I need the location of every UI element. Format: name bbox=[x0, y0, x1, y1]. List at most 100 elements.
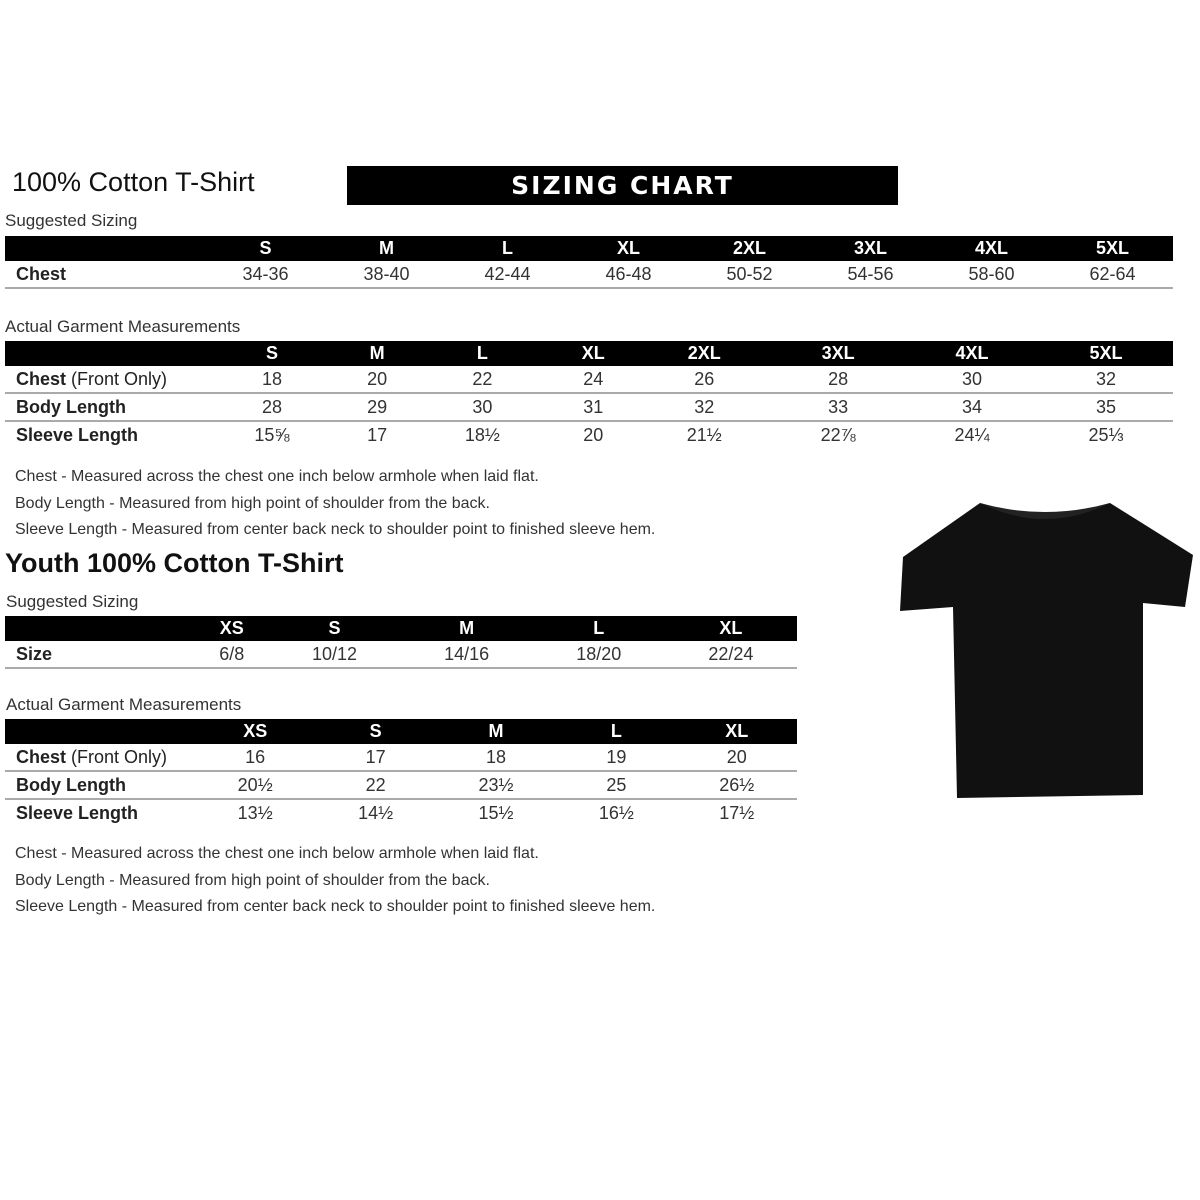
table-row: Body Length 20½ 22 23½ 25 26½ bbox=[5, 771, 797, 800]
adult-notes: Chest - Measured across the chest one in… bbox=[15, 464, 655, 544]
table-cell: 46-48 bbox=[568, 261, 689, 289]
row-label: Sleeve Length bbox=[16, 424, 139, 445]
size-header: XL bbox=[664, 616, 797, 641]
youth-suggested-table: XS S M L XL Size 6/8 10/12 14/16 18/20 22/24 bbox=[5, 616, 797, 669]
table-row: Chest (Front Only) 18 20 22 24 26 28 30 32 bbox=[5, 366, 1173, 394]
table-row: Sleeve Length 15⅝ 17 18½ 20 21½ 22⅞ 24¼ 25⅓ bbox=[5, 421, 1173, 448]
table-cell: 30 bbox=[905, 366, 1039, 394]
table-cell: 17½ bbox=[719, 802, 755, 823]
youth-actual-label: Actual Garment Measurements bbox=[6, 695, 242, 714]
header-row: XS S M L XL bbox=[5, 616, 797, 641]
table-cell: 16½ bbox=[598, 802, 634, 823]
table-cell: 15⅝ bbox=[254, 424, 290, 445]
size-header: XL bbox=[549, 341, 638, 366]
table-cell: 20 bbox=[338, 366, 416, 394]
size-header: S bbox=[205, 341, 339, 366]
table-cell: 62-64 bbox=[1052, 261, 1173, 289]
table-cell: 32 bbox=[1039, 366, 1173, 394]
row-label: Sleeve Length bbox=[16, 802, 139, 823]
table-cell: 14½ bbox=[358, 802, 394, 823]
table-cell: 54-56 bbox=[810, 261, 931, 289]
size-header: M bbox=[326, 236, 447, 261]
table-cell: 32 bbox=[637, 393, 772, 422]
table-row: Chest 34-36 38-40 42-44 46-48 50-52 54-56 58-6… bbox=[5, 261, 1173, 289]
row-label: Chest bbox=[5, 261, 205, 289]
size-header: 5XL bbox=[1052, 236, 1173, 261]
table-cell: 18 bbox=[205, 366, 339, 394]
table-cell: 22 bbox=[315, 771, 436, 800]
table-cell: 14/16 bbox=[400, 641, 533, 669]
table-cell: 20 bbox=[583, 424, 604, 445]
size-header: M bbox=[435, 719, 557, 744]
table-cell: 58-60 bbox=[931, 261, 1052, 289]
size-header: XL bbox=[676, 719, 797, 744]
note-sleeve-length: Sleeve Length - Measured from center bac… bbox=[15, 521, 656, 538]
table-cell: 22/24 bbox=[664, 641, 797, 669]
table-cell: 33 bbox=[771, 393, 906, 422]
table-cell: 6/8 bbox=[195, 641, 269, 669]
youth-title: Youth 100% Cotton T-Shirt bbox=[5, 548, 344, 578]
size-header: XL bbox=[568, 236, 689, 261]
sizing-chart-banner: SIZING CHART bbox=[347, 166, 898, 205]
size-header: L bbox=[415, 341, 550, 366]
note-body-length: Body Length - Measured from high point o… bbox=[15, 871, 490, 889]
row-label-note: (Front Only) bbox=[71, 368, 168, 389]
size-header: 2XL bbox=[689, 236, 810, 261]
table-cell: 28 bbox=[771, 366, 906, 394]
table-cell: 16 bbox=[195, 744, 316, 772]
table-cell: 18 bbox=[435, 744, 557, 772]
size-header: M bbox=[400, 616, 533, 641]
table-cell: 28 bbox=[205, 393, 339, 422]
table-cell: 15½ bbox=[478, 802, 514, 823]
table-cell: 24¼ bbox=[954, 424, 990, 445]
table-cell: 19 bbox=[556, 744, 677, 772]
size-header: M bbox=[338, 341, 416, 366]
size-header: XS bbox=[195, 719, 316, 744]
table-cell: 42-44 bbox=[447, 261, 568, 289]
size-header: S bbox=[268, 616, 401, 641]
table-row: Sleeve Length 13½ 14½ 15½ 16½ 17½ bbox=[5, 799, 797, 826]
table-cell: 24 bbox=[549, 366, 638, 394]
adult-suggested-label: Suggested Sizing bbox=[5, 211, 138, 230]
table-cell: 25 bbox=[556, 771, 677, 800]
note-chest: Chest - Measured across the chest one in… bbox=[15, 468, 539, 485]
header-row: XS S M L XL bbox=[5, 719, 797, 744]
youth-notes: Chest - Measured across the chest one in… bbox=[15, 841, 655, 921]
header-row: S M L XL 2XL 3XL 4XL 5XL bbox=[5, 341, 1173, 366]
adult-title: 100% Cotton T-Shirt bbox=[12, 167, 255, 197]
size-header: 4XL bbox=[905, 341, 1039, 366]
table-cell: 18½ bbox=[464, 424, 500, 445]
size-header: L bbox=[447, 236, 568, 261]
row-label-note: (Front Only) bbox=[71, 746, 168, 767]
table-cell: 20 bbox=[676, 744, 797, 772]
row-label: Chest (Front Only) bbox=[5, 744, 195, 772]
youth-actual-table: XS S M L XL Chest (Front Only) 16 17 18 19 20 Body … bbox=[5, 719, 797, 826]
table-row: Body Length 28 29 30 31 32 33 34 35 bbox=[5, 393, 1173, 422]
table-cell: 17 bbox=[367, 424, 388, 445]
black-tshirt-icon bbox=[900, 503, 1193, 798]
row-label: Chest (Front Only) bbox=[5, 366, 205, 394]
table-cell: 26 bbox=[637, 366, 772, 394]
table-cell: 30 bbox=[415, 393, 550, 422]
adult-suggested-table: S M L XL 2XL 3XL 4XL 5XL Chest 34-36 38-40 42-44 46… bbox=[5, 236, 1173, 289]
size-header: 2XL bbox=[637, 341, 772, 366]
table-cell: 17 bbox=[315, 744, 436, 772]
header-row: S M L XL 2XL 3XL 4XL 5XL bbox=[5, 236, 1173, 261]
table-cell: 20½ bbox=[195, 771, 316, 800]
row-label: Size bbox=[5, 641, 195, 669]
table-cell: 25⅓ bbox=[1088, 424, 1124, 445]
size-header: L bbox=[556, 719, 677, 744]
note-body-length: Body Length - Measured from high point o… bbox=[15, 494, 490, 512]
size-header: S bbox=[315, 719, 436, 744]
size-header: 3XL bbox=[810, 236, 931, 261]
row-label: Body Length bbox=[5, 771, 195, 800]
size-header: 3XL bbox=[771, 341, 906, 366]
youth-suggested-label: Suggested Sizing bbox=[6, 592, 139, 611]
size-header: XS bbox=[195, 616, 269, 641]
table-cell: 21½ bbox=[686, 424, 722, 445]
size-header: 4XL bbox=[931, 236, 1052, 261]
table-cell: 31 bbox=[549, 393, 638, 422]
table-cell: 22⅞ bbox=[820, 424, 856, 445]
table-cell: 38-40 bbox=[326, 261, 447, 289]
